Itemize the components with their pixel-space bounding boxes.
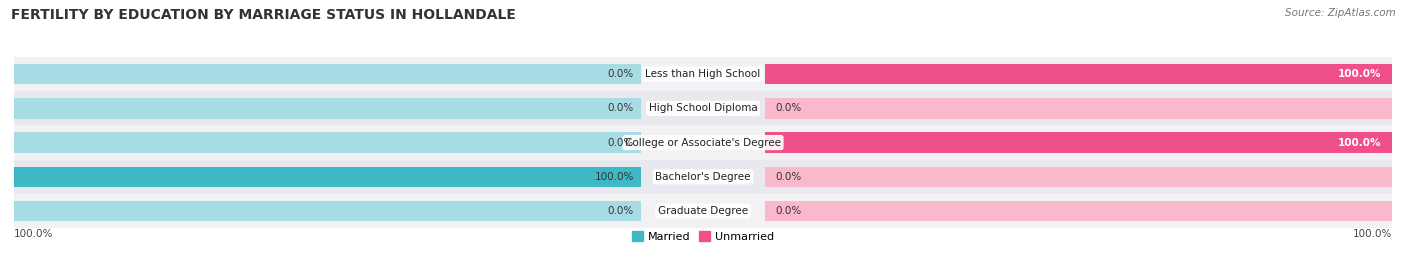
Text: 0.0%: 0.0% (607, 206, 634, 216)
Text: 0.0%: 0.0% (775, 206, 801, 216)
Text: 100.0%: 100.0% (1339, 69, 1382, 79)
Bar (14, 64, 641, 84)
Bar (14, 167, 641, 187)
Bar (14, 160, 1392, 194)
Text: Bachelor's Degree: Bachelor's Degree (655, 172, 751, 182)
Bar (14, 98, 641, 119)
Bar (14, 194, 1392, 228)
Bar (765, 201, 1392, 221)
Text: Less than High School: Less than High School (645, 69, 761, 79)
Bar (765, 132, 1392, 153)
Bar (14, 125, 1392, 160)
Text: 0.0%: 0.0% (775, 172, 801, 182)
Text: 100.0%: 100.0% (14, 229, 53, 239)
Text: 100.0%: 100.0% (1353, 229, 1392, 239)
Bar (14, 201, 641, 221)
Text: 100.0%: 100.0% (1339, 137, 1382, 148)
Bar (14, 91, 1392, 125)
Bar (14, 132, 641, 153)
Bar (765, 132, 1392, 153)
Text: College or Associate's Degree: College or Associate's Degree (626, 137, 780, 148)
Bar (14, 167, 641, 187)
Text: High School Diploma: High School Diploma (648, 103, 758, 113)
Text: Source: ZipAtlas.com: Source: ZipAtlas.com (1285, 8, 1396, 18)
Text: 0.0%: 0.0% (775, 103, 801, 113)
Bar (765, 98, 1392, 119)
Bar (14, 57, 1392, 91)
Text: 0.0%: 0.0% (607, 137, 634, 148)
Text: 0.0%: 0.0% (607, 69, 634, 79)
Text: Graduate Degree: Graduate Degree (658, 206, 748, 216)
Text: 100.0%: 100.0% (595, 172, 634, 182)
Legend: Married, Unmarried: Married, Unmarried (627, 227, 779, 246)
Bar (765, 64, 1392, 84)
Text: 0.0%: 0.0% (607, 103, 634, 113)
Bar (765, 64, 1392, 84)
Text: FERTILITY BY EDUCATION BY MARRIAGE STATUS IN HOLLANDALE: FERTILITY BY EDUCATION BY MARRIAGE STATU… (11, 8, 516, 22)
Bar (765, 167, 1392, 187)
